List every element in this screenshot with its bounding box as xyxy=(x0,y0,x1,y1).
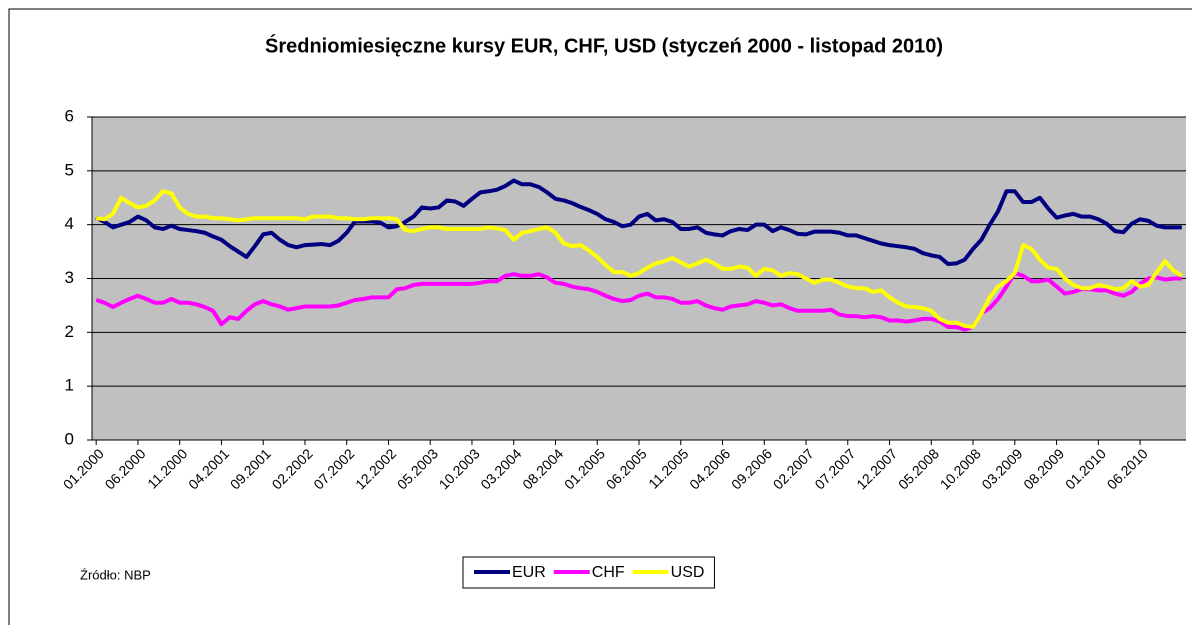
legend-label: CHF xyxy=(592,564,625,581)
chart-title: Średniomiesięczne kursy EUR, CHF, USD (s… xyxy=(265,33,943,57)
y-tick-label: 5 xyxy=(65,160,74,179)
y-tick-label: 0 xyxy=(65,429,74,448)
y-tick-label: 3 xyxy=(65,268,74,287)
series-line xyxy=(95,271,1182,332)
y-tick-label: 4 xyxy=(65,214,74,233)
series-line xyxy=(95,178,1182,266)
legend: EUR CHF USD xyxy=(462,556,715,589)
legend-label: EUR xyxy=(512,564,546,581)
legend-label: USD xyxy=(671,564,705,581)
series-line xyxy=(95,189,1183,329)
source-note: Źródło: NBP xyxy=(80,567,151,582)
y-tick-label: 6 xyxy=(65,106,74,125)
y-tick-label: 1 xyxy=(65,376,74,395)
y-tick-label: 2 xyxy=(65,322,74,341)
